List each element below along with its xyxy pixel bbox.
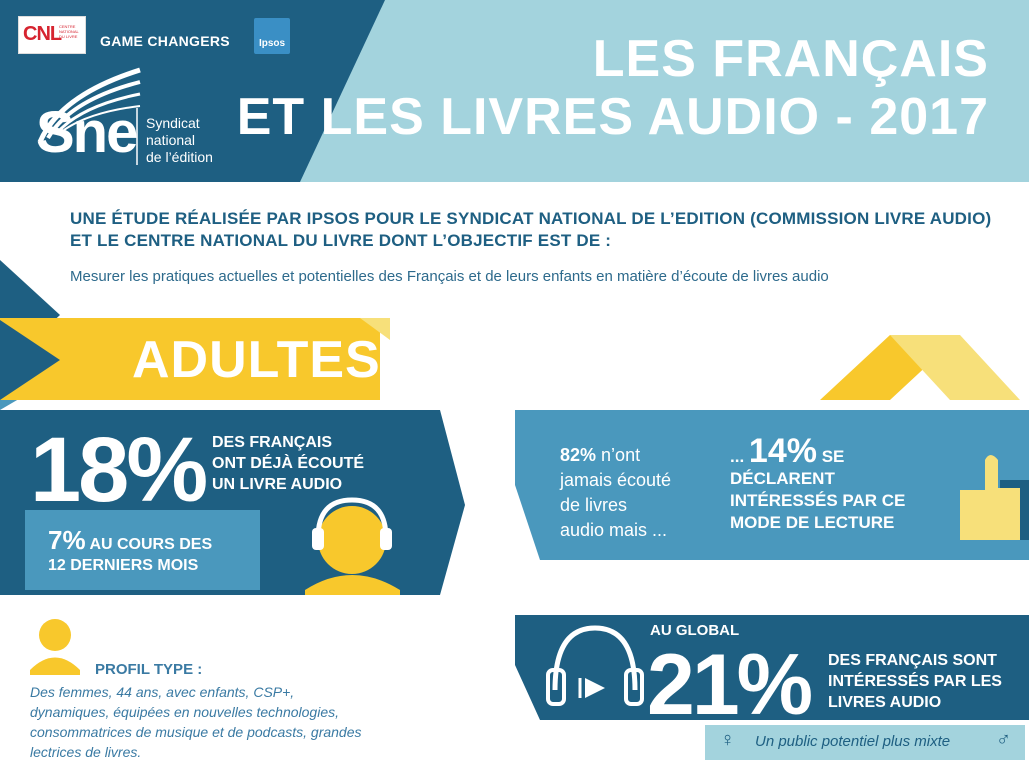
global-value: 21% — [647, 637, 813, 733]
intro-title: UNE ÉTUDE RÉALISÉE PAR IPSOS POUR LE SYN… — [70, 208, 991, 252]
listener-body — [305, 575, 400, 595]
main-title-line-1: LES FRANÇAIS — [592, 30, 989, 88]
stat-18-text: DES FRANÇAIS ONT DÉJÀ ÉCOUTÉ UN LIVRE AU… — [212, 432, 364, 495]
stat-14-prefix: ... — [730, 447, 749, 466]
stat-7-line-2: 12 DERNIERS MOIS — [48, 557, 199, 574]
profile-line-1: Des femmes, 44 ans, avec enfants, CSP+, — [30, 684, 295, 700]
stat-14-text: ... 14% SE DÉCLARENT INTÉRESSÉS PAR CE M… — [730, 434, 906, 534]
profile-title: PROFIL TYPE : — [95, 661, 203, 678]
cnl-logo-text: CNL — [23, 23, 62, 45]
stat-7-line-1: AU COURS DES — [89, 536, 213, 553]
stat-82-box — [515, 410, 1029, 560]
sne-logo-word: Sne — [36, 100, 138, 165]
mixte-text: Un public potentiel plus mixte — [755, 733, 951, 750]
stat-82-text: 82% n’ont jamais écouté de livres audio … — [560, 443, 671, 543]
thumbs-up-icon — [960, 455, 1020, 540]
game-changers-label: GAME CHANGERS — [100, 33, 230, 49]
stat-82-line-1: n’ont — [601, 445, 641, 465]
stat-82-line-3: de livres — [560, 495, 628, 515]
stat-14-line-1: SE — [821, 447, 845, 466]
stat-82-line-4: audio mais ... — [560, 520, 668, 540]
profile-line-4: lectrices de livres. — [30, 744, 142, 760]
profile-description: Des femmes, 44 ans, avec enfants, CSP+, … — [30, 682, 450, 762]
header-background — [0, 0, 1029, 182]
stat-14-line-2: DÉCLARENT — [730, 469, 835, 488]
sne-sub-line-3: de l’édition — [146, 149, 213, 165]
intro-title-line-1: UNE ÉTUDE RÉALISÉE PAR IPSOS POUR LE SYN… — [70, 209, 992, 228]
stat-7-box — [25, 510, 260, 590]
intro-subtitle: Mesurer les pratiques actuelles et poten… — [70, 268, 829, 285]
mixte-bar — [705, 725, 1025, 760]
male-icon: ♂ — [996, 729, 1011, 751]
cnl-logo: CNL CENTRE NATIONAL DU LIVRE — [18, 16, 86, 54]
global-text: DES FRANÇAIS SONT INTÉRESSÉS PAR LES LIV… — [828, 650, 1002, 713]
sne-sub-line-2: national — [146, 132, 196, 148]
sne-logo-subtitle: Syndicat national de l’édition — [146, 115, 213, 166]
stat-14-line-4: MODE DE LECTURE — [730, 513, 895, 532]
stat-18-value: 18% — [30, 419, 208, 521]
global-line-1: DES FRANÇAIS SONT — [828, 652, 997, 669]
main-title-line-2: ET LES LIVRES AUDIO - 2017 — [236, 88, 989, 146]
ipsos-logo: Ipsos — [254, 18, 290, 54]
header: CNL CENTRE NATIONAL DU LIVRE GAME CHANGE… — [0, 0, 1029, 182]
headphones-icon — [552, 625, 638, 691]
female-icon: ♀ — [720, 729, 735, 751]
profile-avatar-body — [30, 657, 80, 675]
right-chevron-right — [890, 335, 1020, 400]
main-title: LES FRANÇAIS ET LES LIVRES AUDIO - 2017 — [237, 30, 989, 146]
stat-18-line-3: UN LIVRE AUDIO — [212, 476, 343, 493]
stat-7-text: 7% AU COURS DES 12 DERNIERS MOIS — [48, 527, 213, 576]
decorative-shapes — [0, 260, 1029, 760]
stat-14-value: 14% — [748, 432, 817, 470]
stat-18-line-1: DES FRANÇAIS — [212, 434, 333, 451]
profile-line-3: consommatrices de musique et de podcasts… — [30, 724, 362, 740]
play-icon — [585, 678, 605, 698]
stat-18-line-2: ONT DÉJÀ ÉCOUTÉ — [212, 455, 365, 472]
adultes-chevron — [0, 320, 60, 400]
adultes-banner — [0, 318, 380, 400]
global-line-3: LIVRES AUDIO — [828, 694, 942, 711]
stat-82-line-2: jamais écouté — [560, 470, 672, 490]
global-label: AU GLOBAL — [650, 622, 740, 639]
profile-avatar-head — [39, 619, 71, 651]
cnl-logo-subtext: CENTRE NATIONAL DU LIVRE — [59, 24, 79, 39]
profile-line-2: dynamiques, équipées en nouvelles techno… — [30, 704, 339, 720]
intro-title-line-2: ET LE CENTRE NATIONAL DU LIVRE DONT L’OB… — [70, 231, 612, 250]
adultes-title: ADULTES — [132, 331, 381, 389]
stat-7-value: 7% — [48, 525, 86, 555]
sne-sub-line-1: Syndicat — [146, 115, 200, 131]
global-line-2: INTÉRESSÉS PAR LES — [828, 673, 1002, 690]
stat-82-value: 82% — [560, 445, 597, 465]
listener-head — [318, 506, 386, 574]
adultes-banner-fold — [360, 318, 390, 340]
stat-14-line-3: INTÉRESSÉS PAR CE — [730, 491, 906, 510]
